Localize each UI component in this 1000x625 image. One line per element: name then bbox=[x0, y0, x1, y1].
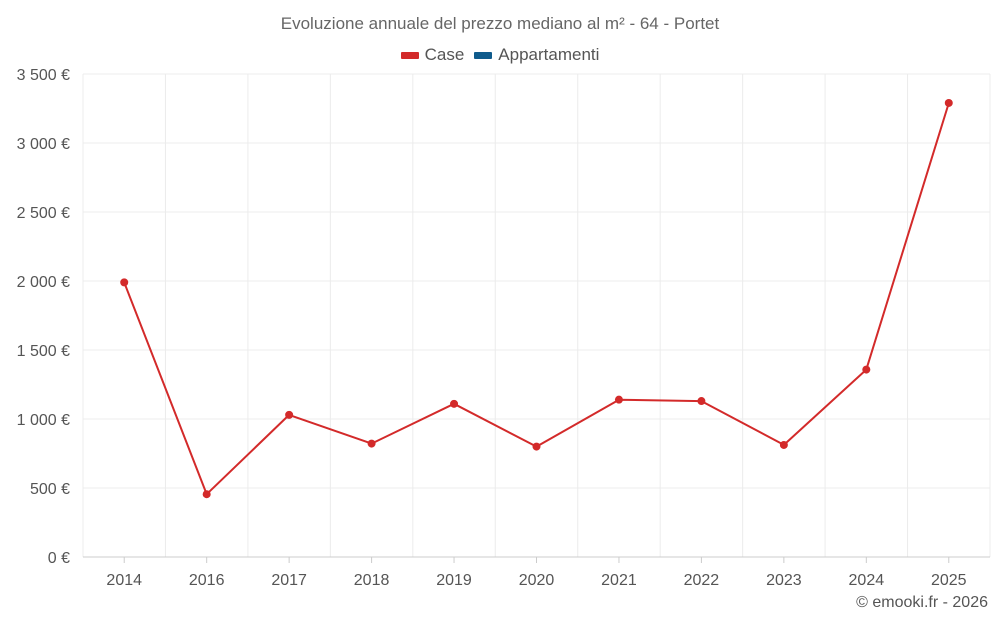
legend-swatch-appartamenti bbox=[474, 51, 493, 59]
legend-swatch-case bbox=[400, 51, 419, 59]
data-point bbox=[532, 442, 541, 451]
x-tick-label: 2014 bbox=[106, 572, 142, 589]
y-tick-label: 3 000 € bbox=[17, 136, 70, 153]
legend-label-case: Case bbox=[424, 45, 465, 64]
data-point bbox=[944, 98, 953, 107]
y-tick-label: 3 500 € bbox=[17, 67, 70, 84]
data-point bbox=[450, 399, 459, 408]
y-tick-label: 500 € bbox=[30, 481, 70, 498]
data-point bbox=[779, 440, 788, 449]
x-tick-label: 2023 bbox=[766, 572, 802, 589]
x-tick-label: 2021 bbox=[601, 572, 637, 589]
data-point bbox=[285, 410, 294, 419]
y-tick-label: 2 000 € bbox=[17, 274, 70, 291]
data-point bbox=[862, 365, 871, 374]
data-point bbox=[697, 397, 706, 406]
data-point bbox=[614, 395, 623, 404]
y-tick-label: 2 500 € bbox=[17, 205, 70, 222]
data-point bbox=[202, 490, 211, 499]
x-tick-label: 2018 bbox=[354, 572, 390, 589]
credit-text: © emooki.fr - 2026 bbox=[856, 594, 988, 611]
y-tick-label: 0 € bbox=[48, 550, 70, 567]
x-tick-label: 2020 bbox=[519, 572, 555, 589]
data-point bbox=[367, 439, 376, 448]
x-tick-label: 2024 bbox=[849, 572, 885, 589]
chart-legend: Case Appartamenti bbox=[0, 45, 1000, 65]
legend-label-appartamenti: Appartamenti bbox=[498, 45, 600, 64]
legend-item-appartamenti[interactable]: Appartamenti bbox=[474, 45, 599, 65]
data-point bbox=[120, 278, 129, 287]
y-tick-label: 1 500 € bbox=[17, 343, 70, 360]
chart-title: Evoluzione annuale del prezzo mediano al… bbox=[280, 14, 720, 33]
x-tick-label: 2016 bbox=[189, 572, 225, 589]
y-tick-label: 1 000 € bbox=[17, 412, 70, 429]
x-tick-label: 2019 bbox=[436, 572, 472, 589]
x-tick-label: 2022 bbox=[684, 572, 720, 589]
x-tick-label: 2025 bbox=[931, 572, 967, 589]
x-tick-label: 2017 bbox=[271, 572, 307, 589]
legend-item-case[interactable]: Case bbox=[400, 45, 465, 65]
